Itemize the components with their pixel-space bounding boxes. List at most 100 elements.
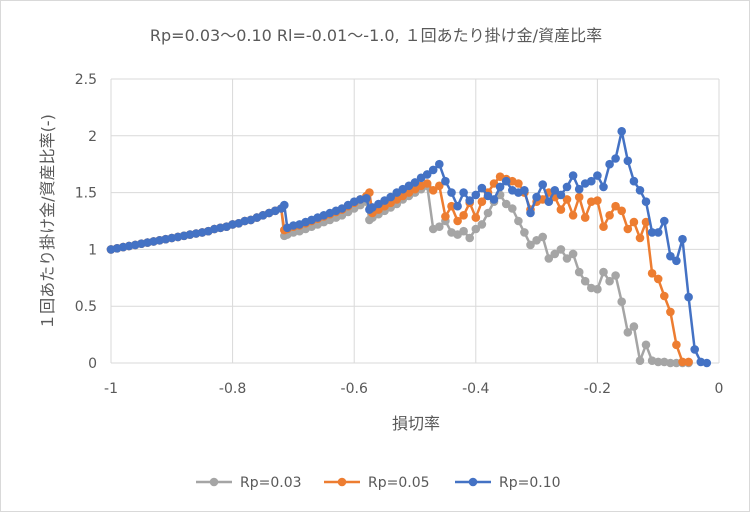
data-point (574, 192, 584, 202)
legend-item: Rp=0.05 (324, 475, 430, 491)
data-point (471, 190, 481, 200)
data-point (593, 171, 602, 180)
data-point (428, 186, 438, 195)
data-point (471, 224, 481, 234)
data-point (653, 274, 663, 284)
data-point (599, 222, 608, 231)
data-point (593, 284, 602, 294)
data-point (611, 271, 620, 280)
data-point (690, 345, 699, 354)
y-tick-label: 2.5 (75, 72, 97, 88)
data-point (660, 291, 669, 301)
data-point (471, 213, 481, 222)
data-point (635, 356, 645, 366)
data-point (495, 182, 505, 192)
y-tick-label: 0 (88, 356, 97, 372)
data-point (435, 181, 444, 191)
data-point (568, 249, 578, 259)
data-point (617, 127, 626, 136)
data-point (550, 249, 560, 259)
data-point (562, 182, 572, 192)
data-point (435, 222, 444, 231)
data-point (623, 156, 633, 166)
data-point (568, 211, 578, 220)
data-point (508, 204, 517, 213)
series-line (110, 130, 708, 365)
y-tick-label: 1 (88, 242, 97, 258)
data-point (520, 228, 529, 237)
x-tick-label: -0.4 (462, 381, 489, 397)
data-point (562, 254, 572, 263)
data-point (386, 192, 396, 202)
data-point (593, 196, 602, 205)
y-tick-label: 0.5 (75, 299, 97, 315)
data-point (599, 182, 608, 192)
data-point (453, 216, 462, 226)
data-point (428, 165, 438, 175)
data-point (459, 211, 468, 220)
data-point (617, 297, 626, 307)
data-point (483, 208, 493, 218)
data-point (526, 240, 535, 250)
data-point (587, 176, 596, 186)
data-point (447, 201, 456, 211)
data-point (459, 226, 468, 236)
legend-item: Rp=0.03 (196, 475, 302, 491)
data-point (660, 216, 669, 226)
data-point (556, 205, 566, 214)
data-point (477, 197, 487, 206)
data-point (629, 322, 639, 331)
data-point (702, 358, 712, 368)
data-point (605, 211, 614, 220)
data-point (441, 176, 450, 186)
y-tick-label: 1.5 (75, 186, 97, 202)
data-point (611, 154, 620, 163)
data-point (605, 159, 614, 169)
data-point (574, 267, 584, 277)
data-point (465, 233, 475, 243)
data-point (641, 340, 651, 350)
legend-label: Rp=0.10 (499, 475, 561, 491)
data-point (435, 159, 444, 169)
data-point (599, 267, 608, 277)
data-point (538, 232, 547, 242)
data-point (653, 228, 663, 237)
legend-marker (468, 477, 478, 487)
y-tick-label: 2 (88, 129, 97, 145)
x-axis: -1 -0.8 -0.6 -0.4 -0.2 0 (104, 381, 723, 397)
data-point (678, 234, 687, 244)
data-point (514, 179, 523, 188)
data-point (538, 180, 547, 189)
data-point (672, 256, 681, 266)
data-point (629, 176, 639, 186)
data-point (501, 176, 511, 186)
legend-label: Rp=0.05 (368, 475, 430, 491)
legend: Rp=0.03 Rp=0.05 Rp=0.10 (196, 475, 561, 491)
legend-marker (209, 477, 219, 487)
x-axis-title: 損切率 (392, 414, 440, 433)
x-tick-label: -1 (104, 381, 118, 397)
data-point (611, 201, 620, 211)
data-point (666, 251, 675, 261)
legend-item: Rp=0.10 (455, 475, 561, 491)
data-point (635, 186, 645, 195)
data-point (666, 307, 675, 317)
data-point (653, 357, 663, 367)
chart-title: Rp=0.03〜0.10 Rl=-0.01〜-1.0, １回あたり掛け金/資産比… (150, 26, 602, 45)
data-point (562, 195, 572, 204)
x-tick-label: 0 (715, 381, 724, 397)
data-point (568, 171, 578, 180)
gridlines (110, 78, 720, 364)
data-point (280, 200, 289, 210)
data-point (678, 357, 687, 367)
x-tick-label: -0.6 (341, 381, 368, 397)
data-point (526, 208, 535, 218)
data-point (684, 357, 693, 367)
data-point (550, 186, 560, 195)
x-tick-label: -0.2 (584, 381, 611, 397)
legend-marker (337, 477, 347, 487)
data-point (532, 192, 541, 202)
data-point (556, 245, 566, 254)
plot-series (106, 127, 712, 368)
